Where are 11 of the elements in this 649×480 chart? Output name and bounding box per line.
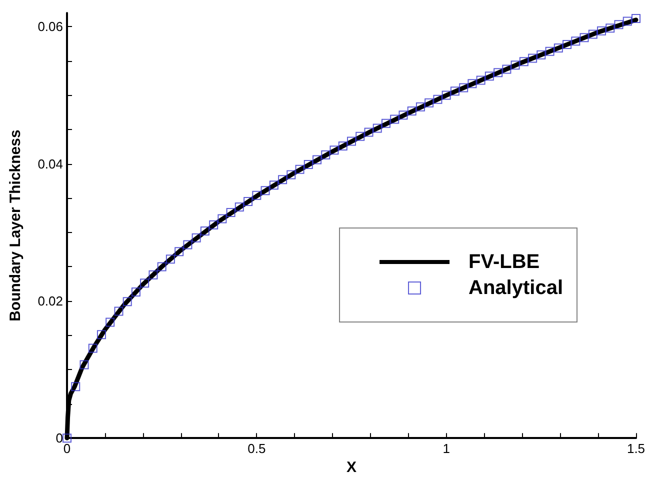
y-tick-label: 0.02 [38,293,63,308]
x-axis-title: X [346,459,357,476]
x-tick-label: 0.5 [248,441,266,456]
legend-label: FV-LBE [468,251,540,273]
y-tick-label: 0.04 [38,156,63,172]
x-tick-label: 1.5 [626,441,646,456]
y-tick-label: 0.06 [38,19,63,34]
legend-label: Analytical [468,277,563,299]
y-axis-title: Boundary Layer Thickness [7,130,24,322]
y-tick-label: 0 [56,430,63,446]
x-tick-label: 1 [442,441,450,456]
